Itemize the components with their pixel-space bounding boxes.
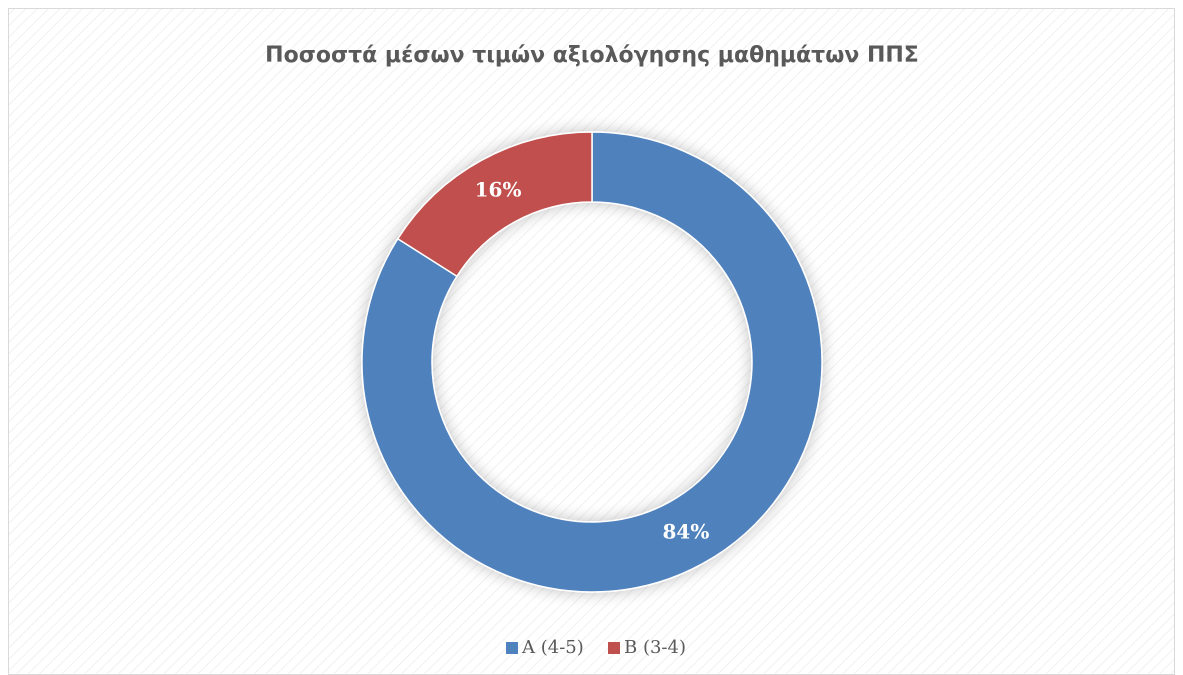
- donut: [361, 131, 823, 593]
- data-labels: 84% 16%: [475, 178, 710, 544]
- legend-label: A (4-5): [521, 637, 584, 658]
- legend-label: B (3-4): [624, 637, 686, 658]
- legend: A (4-5) B (3-4): [506, 637, 686, 658]
- donut-slice: [396, 131, 593, 278]
- data-label: 16%: [475, 178, 522, 202]
- legend-swatch: [608, 642, 620, 654]
- data-label: 84%: [663, 519, 710, 543]
- donut-slice: [361, 131, 823, 593]
- chart-title: Ποσοστά μέσων τιμών αξιολόγησης μαθημάτω…: [265, 43, 919, 68]
- legend-swatch: [506, 642, 518, 654]
